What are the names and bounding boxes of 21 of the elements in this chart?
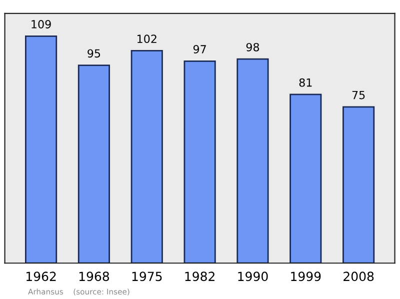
bar: [25, 35, 58, 264]
x-tick-label: 1975: [132, 272, 162, 282]
data-label: 109: [32, 20, 51, 28]
data-label: 75: [352, 90, 365, 100]
data-label: 97: [193, 45, 206, 54]
x-tick-label: 1990: [238, 272, 268, 282]
data-label: 102: [137, 34, 156, 44]
data-label: 81: [299, 78, 312, 87]
data-label: 95: [88, 49, 100, 58]
bar: [184, 60, 216, 264]
x-tick-label: 1982: [185, 272, 214, 282]
bar: [130, 50, 163, 264]
bar: [78, 64, 110, 264]
x-tick-label: 1962: [26, 272, 56, 282]
bar: [236, 58, 269, 264]
bar: [290, 94, 322, 264]
x-tick-label: 2008: [344, 272, 374, 282]
x-tick-label: 1999: [291, 272, 321, 282]
x-tick-label: 1968: [79, 272, 110, 282]
data-label: 98: [246, 42, 260, 52]
bar: [342, 106, 375, 264]
